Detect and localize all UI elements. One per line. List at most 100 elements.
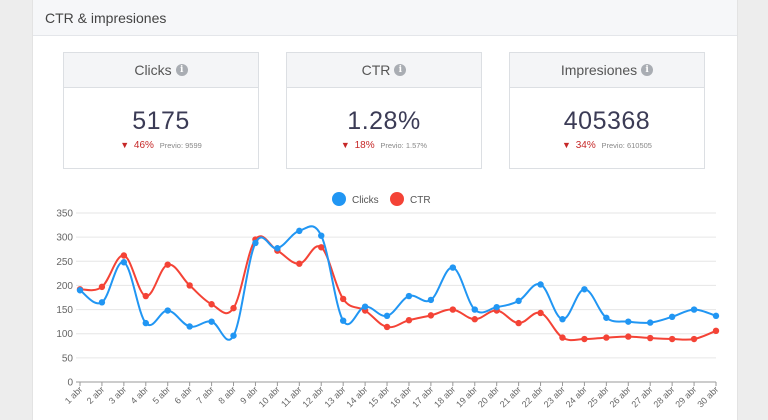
clicks-point (515, 297, 522, 305)
clicks-point (142, 319, 149, 327)
x-tick-label: 14 abr (344, 384, 369, 409)
x-tick-label: 24 abr (564, 384, 589, 409)
panel-title: CTR & impresiones (45, 9, 167, 26)
impressions-card: Impresiones i 405368 ▼ 34% Previo: 61050… (509, 52, 705, 169)
info-icon[interactable]: i (394, 64, 407, 76)
ctr-point (471, 316, 478, 323)
clicks-point (647, 319, 654, 326)
ctr-point (296, 260, 303, 267)
panel-header: CTR & impresiones (33, 0, 737, 36)
ctr-point (120, 252, 128, 259)
card-header: Clicks i (64, 53, 258, 88)
y-tick-label: 50 (62, 353, 74, 364)
delta-percent: 18% (354, 140, 375, 151)
card-value: 405368 (563, 107, 651, 135)
ctr-series-line (79, 235, 717, 342)
ctr-point (405, 316, 413, 324)
line-chart: 0 50 100 150 200 250 300 350 1 abr 2 abr 3 abr 4 ab… (56, 192, 720, 409)
y-tick-label: 150 (56, 305, 73, 316)
x-tick-label: 3 abr (107, 384, 129, 406)
x-tick-label: 15 abr (366, 384, 391, 409)
card-label: Clicks (134, 62, 172, 78)
y-tick-label: 100 (56, 329, 73, 340)
x-tick-label: 4 abr (129, 384, 151, 406)
x-tick-label: 16 abr (388, 384, 413, 409)
x-tick-label: 1 abr (63, 384, 85, 406)
card-label: CTR (361, 62, 391, 78)
clicks-legend-label: Clicks (352, 195, 379, 206)
clicks-point (361, 303, 369, 310)
info-icon[interactable]: i (175, 64, 188, 76)
delta-percent: 34% (575, 140, 596, 151)
card-delta: ▼ 18% Previo: 1.57% (287, 140, 481, 151)
clicks-point (208, 318, 215, 325)
y-tick-label: 0 (67, 378, 73, 389)
card-label: Impresiones (560, 62, 638, 78)
clicks-legend-marker (332, 192, 346, 206)
previous-value: Previo: 9599 (159, 141, 202, 150)
clicks-point (493, 303, 500, 311)
x-tick-label: 26 abr (608, 384, 633, 409)
x-tick-label: 18 abr (432, 384, 457, 409)
clicks-point (76, 287, 84, 294)
clicks-point (186, 323, 193, 330)
ctr-point (230, 304, 237, 312)
x-tick-label: 11 abr (279, 384, 304, 409)
clicks-point (603, 314, 610, 321)
ctr-point (427, 312, 435, 319)
clicks-card: Clicks i 5175 ▼ 46% Previo: 9599 (63, 52, 259, 169)
x-tick-label: 28 abr (651, 384, 676, 409)
x-tick-label: 19 abr (454, 384, 479, 409)
x-tick-label: 23 abr (542, 384, 567, 409)
x-tick-label: 29 abr (673, 384, 698, 409)
y-tick-label: 350 (56, 209, 73, 220)
clicks-point (471, 306, 478, 313)
card-delta: ▼ 34% Previo: 610505 (510, 140, 704, 151)
ctr-point (712, 327, 720, 335)
clicks-point (318, 232, 325, 239)
x-tick-label: 5 abr (151, 384, 173, 406)
arrow-down-icon: ▼ (562, 140, 571, 150)
y-tick-label: 200 (56, 281, 73, 292)
x-tick-label: 13 abr (322, 384, 347, 409)
metric-cards: Clicks i 5175 ▼ 46% Previo: 9599 CTR i 1… (33, 52, 737, 170)
x-tick-label: 22 abr (520, 384, 545, 409)
card-value: 5175 (132, 107, 190, 135)
x-tick-label: 21 abr (498, 384, 523, 409)
ctr-point (559, 334, 566, 341)
clicks-point (383, 312, 391, 320)
clicks-point (427, 296, 435, 304)
ctr-card: CTR i 1.28% ▼ 18% Previo: 1.57% (286, 52, 482, 169)
clicks-point (668, 313, 676, 321)
clicks-point (690, 306, 698, 313)
clicks-point (252, 239, 259, 247)
clicks-point (230, 332, 237, 339)
clicks-series-line (79, 225, 717, 341)
ctr-point (449, 306, 457, 313)
ctr-legend-marker (390, 192, 404, 206)
x-tick-label: 25 abr (586, 384, 611, 409)
x-tick-label: 6 abr (172, 384, 194, 406)
x-tick-label: 27 abr (629, 384, 654, 409)
y-tick-label: 300 (56, 233, 73, 244)
ctr-point (318, 244, 325, 251)
clicks-point (339, 317, 347, 324)
card-delta: ▼ 46% Previo: 9599 (64, 140, 258, 151)
previous-value: Previo: 610505 (601, 141, 652, 150)
clicks-point (274, 245, 281, 252)
ctr-point (690, 335, 698, 343)
clicks-point (537, 281, 544, 288)
ctr-point (537, 309, 544, 317)
x-tick-label: 7 abr (194, 384, 216, 406)
clicks-point (120, 259, 128, 266)
clicks-point (581, 286, 588, 293)
x-tick-label: 10 abr (257, 384, 282, 409)
ctr-point (208, 301, 215, 308)
info-icon[interactable]: i (641, 64, 654, 76)
clicks-point (559, 316, 566, 323)
x-tick-label: 8 abr (216, 384, 238, 406)
x-tick-label: 2 abr (85, 384, 107, 406)
clicks-point (98, 299, 106, 306)
ctr-point (581, 335, 588, 343)
x-tick-label: 20 abr (476, 384, 501, 409)
